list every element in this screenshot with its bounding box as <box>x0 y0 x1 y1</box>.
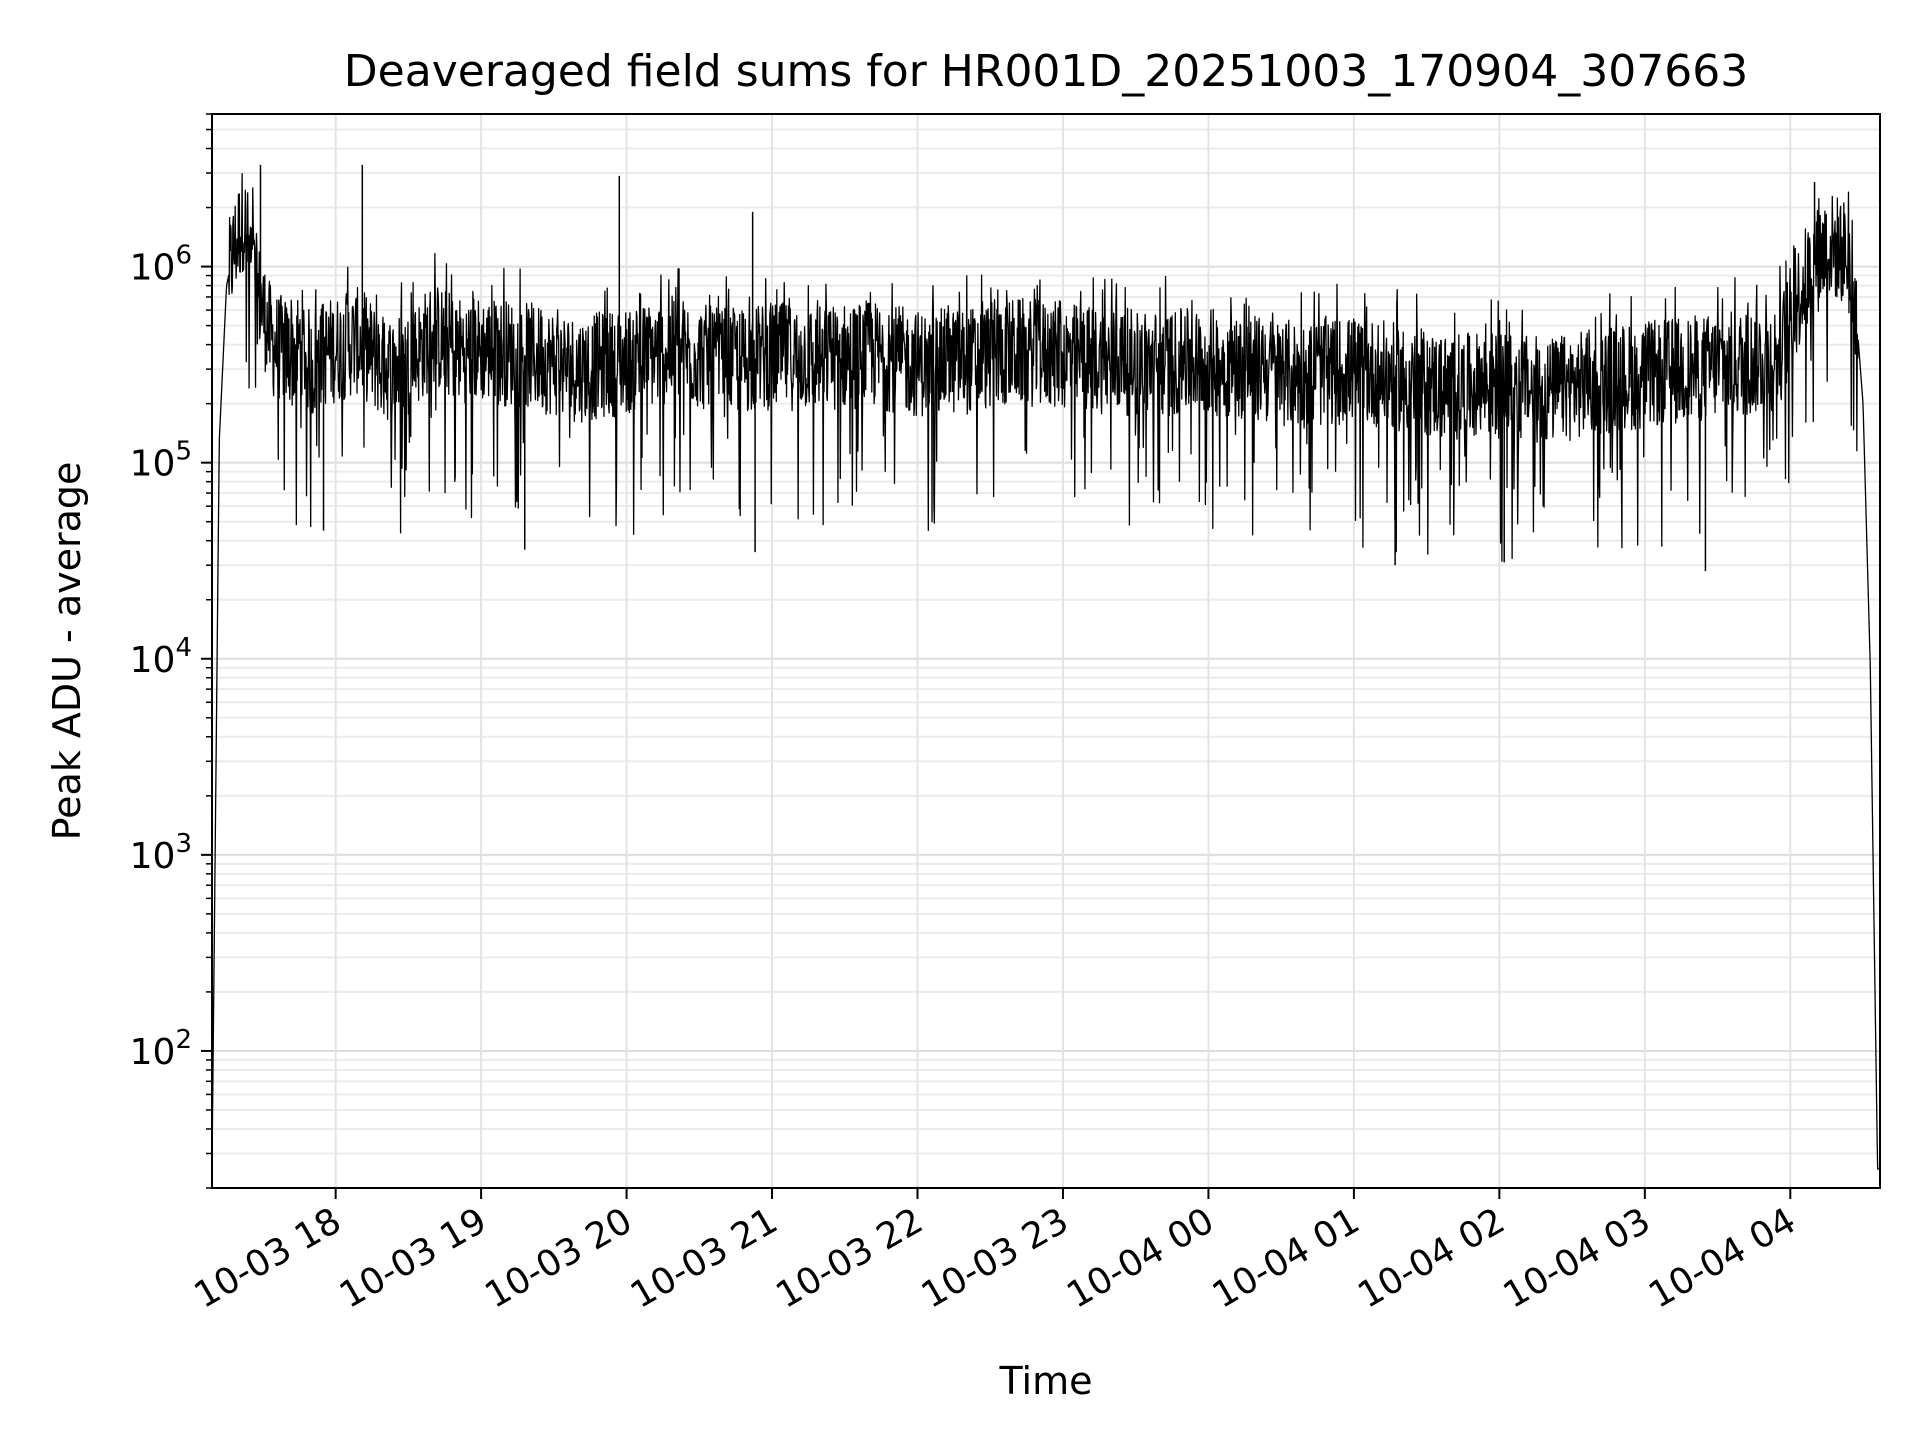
x-tick-label: 10-03 20 <box>478 1200 639 1316</box>
grid-lines <box>212 113 1880 1189</box>
x-tick-label: 10-04 01 <box>1206 1200 1367 1316</box>
x-tick-label: 10-03 19 <box>333 1200 494 1316</box>
y-axis: 102 103 104 105 106 <box>130 113 212 1189</box>
y-tick-label: 106 <box>130 241 192 289</box>
series-line <box>211 172 1881 1170</box>
x-tick-label: 10-04 00 <box>1060 1200 1221 1316</box>
x-tick-label: 10-04 03 <box>1497 1200 1658 1316</box>
chart-title: Deaveraged field sums for HR001D_2025100… <box>344 46 1748 97</box>
x-tick-label: 10-03 21 <box>624 1200 785 1316</box>
plot-frame <box>211 113 1881 1189</box>
x-tick-label: 10-04 04 <box>1642 1200 1803 1316</box>
y-tick-label: 104 <box>130 633 192 681</box>
x-tick-label: 10-04 02 <box>1351 1200 1512 1316</box>
y-tick-label: 103 <box>130 829 192 877</box>
y-axis-label: Peak ADU - average <box>45 462 89 841</box>
x-tick-label: 10-03 23 <box>915 1200 1076 1316</box>
series-layer <box>211 164 1881 1170</box>
x-axis-label: Time <box>999 1359 1093 1403</box>
x-tick-label: 10-03 18 <box>187 1200 348 1316</box>
x-tick-label: 10-03 22 <box>769 1200 930 1316</box>
y-tick-label: 102 <box>130 1025 192 1073</box>
y-tick-label: 105 <box>130 437 192 485</box>
